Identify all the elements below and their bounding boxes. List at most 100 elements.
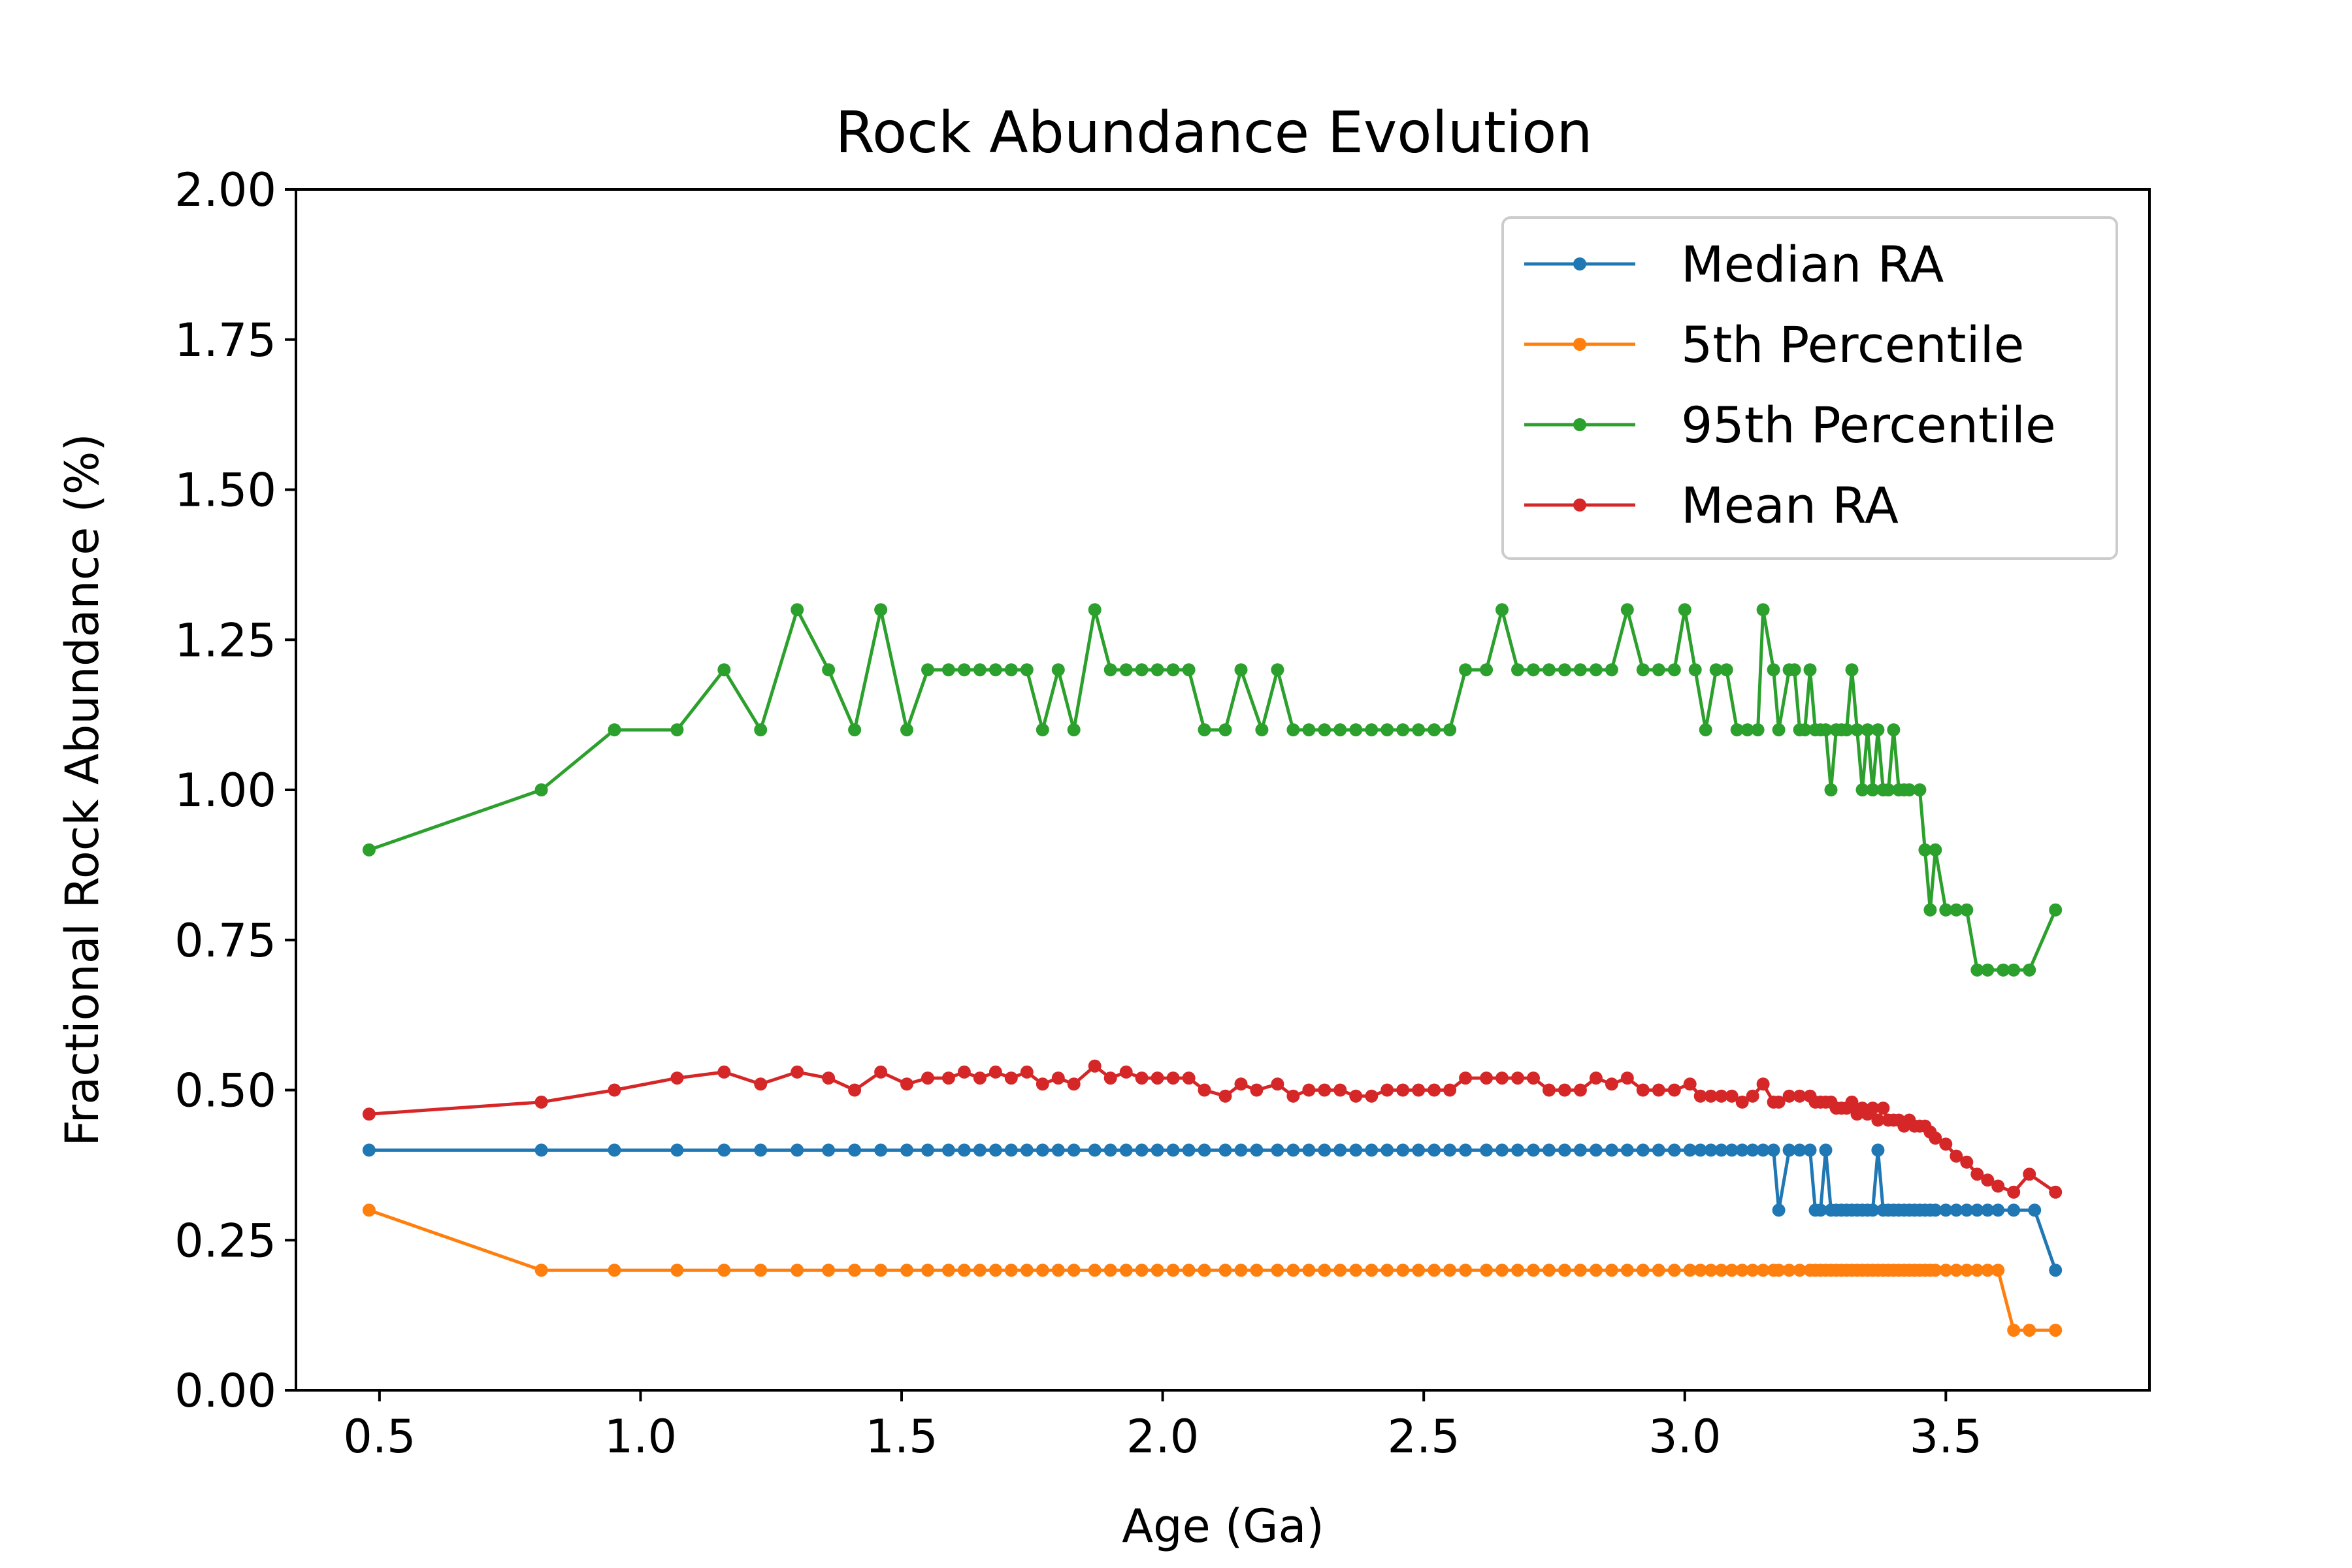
- data-point: [1950, 1149, 1963, 1163]
- data-point: [1182, 1143, 1196, 1157]
- data-point: [1380, 723, 1394, 737]
- data-point: [717, 1264, 731, 1277]
- data-point: [1302, 1083, 1316, 1097]
- data-point: [791, 1143, 804, 1157]
- data-point: [1871, 1143, 1885, 1157]
- data-point: [1678, 603, 1691, 617]
- data-point: [1020, 1143, 1034, 1157]
- data-point: [1480, 1264, 1494, 1277]
- data-point: [1135, 1143, 1149, 1157]
- data-point: [1683, 1077, 1697, 1091]
- data-point: [1543, 663, 1556, 677]
- data-point: [1950, 1203, 1963, 1217]
- data-point: [848, 1264, 862, 1277]
- data-point: [1652, 1143, 1665, 1157]
- data-point: [1250, 1143, 1264, 1157]
- data-point: [717, 1143, 731, 1157]
- data-point: [1793, 1089, 1806, 1103]
- data-point: [1234, 663, 1248, 677]
- data-point: [1511, 1143, 1524, 1157]
- data-point: [1218, 1143, 1232, 1157]
- data-point: [1871, 1113, 1885, 1127]
- y-tick-label: 1.00: [174, 764, 276, 817]
- data-point: [1845, 663, 1859, 677]
- data-point: [1798, 723, 1812, 737]
- data-point: [957, 1065, 971, 1079]
- data-point: [973, 1071, 987, 1085]
- y-axis: 0.00 0.25 0.50 0.75 1.00 1.25 1.50 1.75 2.00: [174, 163, 296, 1418]
- data-point: [1991, 1203, 2005, 1217]
- data-point: [1730, 723, 1744, 737]
- data-point: [988, 1143, 1002, 1157]
- data-point: [2007, 1185, 2021, 1199]
- data-point: [1271, 1077, 1284, 1091]
- data-point: [1428, 723, 1441, 737]
- data-point: [1250, 1264, 1264, 1277]
- data-point: [362, 1143, 376, 1157]
- data-point: [1182, 663, 1196, 677]
- data-point: [1605, 663, 1618, 677]
- y-tick-label: 0.50: [174, 1064, 276, 1118]
- data-point: [1850, 723, 1864, 737]
- data-point: [1970, 1264, 1984, 1277]
- data-point: [754, 723, 768, 737]
- data-point: [1923, 903, 1937, 917]
- data-point: [1573, 1143, 1587, 1157]
- data-point: [973, 663, 987, 677]
- data-point: [1198, 1083, 1211, 1097]
- data-point: [1981, 1173, 1995, 1187]
- data-point: [1396, 1264, 1410, 1277]
- data-point: [1166, 1071, 1180, 1085]
- y-tick-label: 1.50: [174, 464, 276, 517]
- data-point: [1318, 1083, 1331, 1097]
- data-point: [1636, 663, 1650, 677]
- data-point: [1412, 1264, 1426, 1277]
- data-point: [1751, 723, 1765, 737]
- data-point: [1704, 1143, 1718, 1157]
- data-point: [1981, 1264, 1995, 1277]
- data-point: [921, 663, 934, 677]
- data-point: [1620, 603, 1634, 617]
- data-point: [717, 663, 731, 677]
- data-point: [1318, 1264, 1331, 1277]
- data-point: [1793, 1143, 1806, 1157]
- data-point: [1036, 1143, 1049, 1157]
- data-point: [1981, 1203, 1995, 1217]
- data-point: [1302, 723, 1316, 737]
- data-point: [608, 1264, 621, 1277]
- data-point: [1960, 1155, 1974, 1169]
- data-point: [1349, 723, 1363, 737]
- data-point: [822, 1071, 836, 1085]
- data-point: [1960, 903, 1974, 917]
- data-point: [1349, 1264, 1363, 1277]
- series-95th-percentile: [362, 603, 2063, 977]
- data-point: [1735, 1095, 1749, 1109]
- data-point: [1318, 1143, 1331, 1157]
- data-point: [957, 1143, 971, 1157]
- data-point: [1428, 1264, 1441, 1277]
- data-point: [1527, 1264, 1540, 1277]
- data-point: [534, 1264, 548, 1277]
- data-point: [1803, 1143, 1817, 1157]
- data-point: [1250, 1083, 1264, 1097]
- data-point: [1380, 1083, 1394, 1097]
- series-median-ra: [362, 1143, 2063, 1277]
- data-point: [1887, 723, 1901, 737]
- legend-swatch-marker: [1573, 498, 1586, 512]
- data-point: [900, 1077, 913, 1091]
- x-tick-label: 3.0: [1648, 1410, 1721, 1463]
- data-point: [1767, 663, 1780, 677]
- data-point: [1855, 783, 1869, 796]
- data-point: [1004, 1143, 1018, 1157]
- data-point: [1218, 723, 1232, 737]
- data-point: [670, 1071, 684, 1085]
- legend-swatch-marker: [1573, 418, 1586, 431]
- data-point: [1412, 1143, 1426, 1157]
- data-point: [2049, 1324, 2063, 1337]
- data-point: [1819, 723, 1833, 737]
- data-point: [1428, 1143, 1441, 1157]
- data-point: [1511, 1071, 1524, 1085]
- data-point: [791, 603, 804, 617]
- data-point: [1234, 1143, 1248, 1157]
- data-point: [1688, 663, 1702, 677]
